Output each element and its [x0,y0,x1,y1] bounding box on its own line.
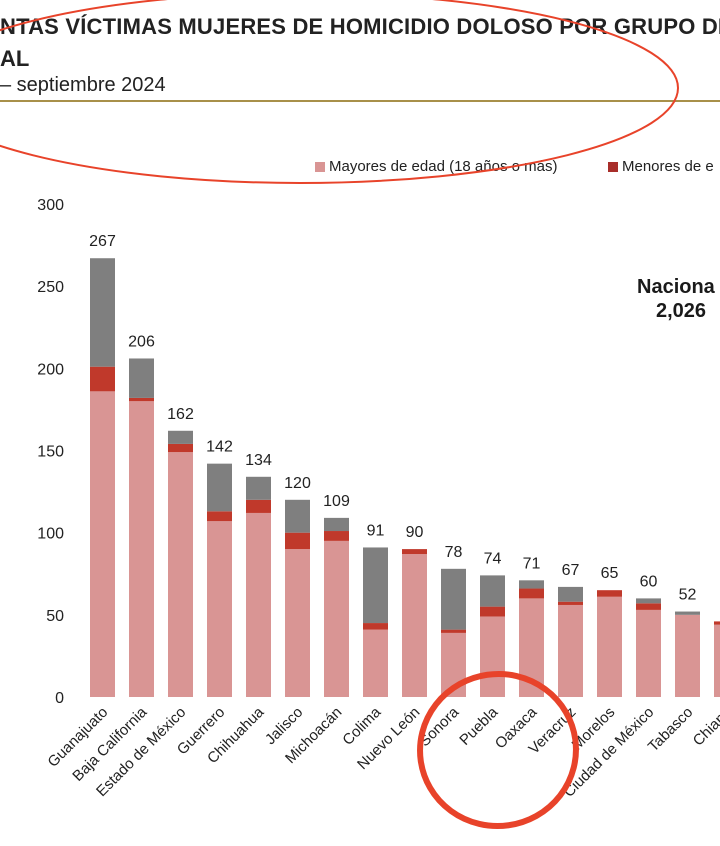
bar-total-label: 162 [167,406,194,423]
bar-segment [285,499,310,533]
bar-segment [519,588,544,599]
bar-segment [90,366,115,392]
bar-segment [441,629,466,633]
x-category-label: Sonora [416,703,463,750]
bar-segment [558,586,583,602]
bar-segment [519,580,544,589]
national-total-label: Naciona [637,276,715,298]
bar-segment [246,476,271,500]
bar-segment [129,401,154,697]
bar-segment [441,568,466,630]
bar-segment [519,598,544,697]
bar-segment [324,517,349,532]
bar-segment [480,575,505,607]
bar-total-label: 90 [406,524,424,541]
bar-segment [402,549,427,555]
bar-total-label: 134 [245,452,272,469]
bar-segment [558,604,583,697]
bar-total-label: 206 [128,333,155,350]
bar-segment [168,443,193,453]
bar-segment [246,499,271,513]
y-tick-label: 250 [37,279,64,296]
y-tick-label: 0 [55,690,64,707]
bar-total-label: 74 [484,550,502,567]
bar-total-label: 267 [89,233,116,250]
bar-segment [285,532,310,550]
bar-segment [207,463,232,512]
bar-segment [636,603,661,610]
bar-total-label: 78 [445,544,463,561]
bar-segment [675,614,700,697]
bar-segment [480,606,505,617]
bar-segment [675,611,700,615]
x-category-label: Chiapa [690,703,720,749]
bar-total-label: 91 [367,522,385,539]
bar-total-label: 71 [523,555,541,572]
bar-segment [90,391,115,697]
bar-segment [168,430,193,444]
bar-segment [597,590,622,597]
bar-segment [597,596,622,697]
bar-segment [90,258,115,367]
bar-segment [558,601,583,605]
bar-segment [402,554,427,697]
bar-segment [363,629,388,697]
bar-segment [363,623,388,630]
bar-segment [324,531,349,541]
bar-segment [636,609,661,697]
bar-segment [636,598,661,604]
bar-segment [714,621,720,625]
bar-segment [480,616,505,697]
bar-total-label: 142 [206,439,233,456]
bar-total-label: 60 [640,573,658,590]
bar-segment [714,624,720,697]
bar-total-label: 52 [679,587,697,604]
bar-segment [129,397,154,402]
bar-segment [207,511,232,522]
y-tick-label: 200 [37,361,64,378]
y-tick-label: 300 [37,197,64,214]
bar-total-label: 67 [562,562,580,579]
bar-total-label: 109 [323,493,350,510]
bar-segment [324,540,349,697]
y-tick-label: 50 [46,608,64,625]
bar-segment [129,358,154,398]
bar-segment [363,547,388,624]
bar-segment [168,452,193,697]
bar-total-label: 120 [284,475,311,492]
y-tick-label: 150 [37,444,64,461]
bar-segment [285,549,310,697]
y-tick-label: 100 [37,526,64,543]
national-total-value: 2,026 [656,300,707,322]
bar-segment [207,521,232,697]
bar-segment [246,512,271,697]
bar-segment [441,632,466,697]
bar-total-label: 65 [601,565,619,582]
